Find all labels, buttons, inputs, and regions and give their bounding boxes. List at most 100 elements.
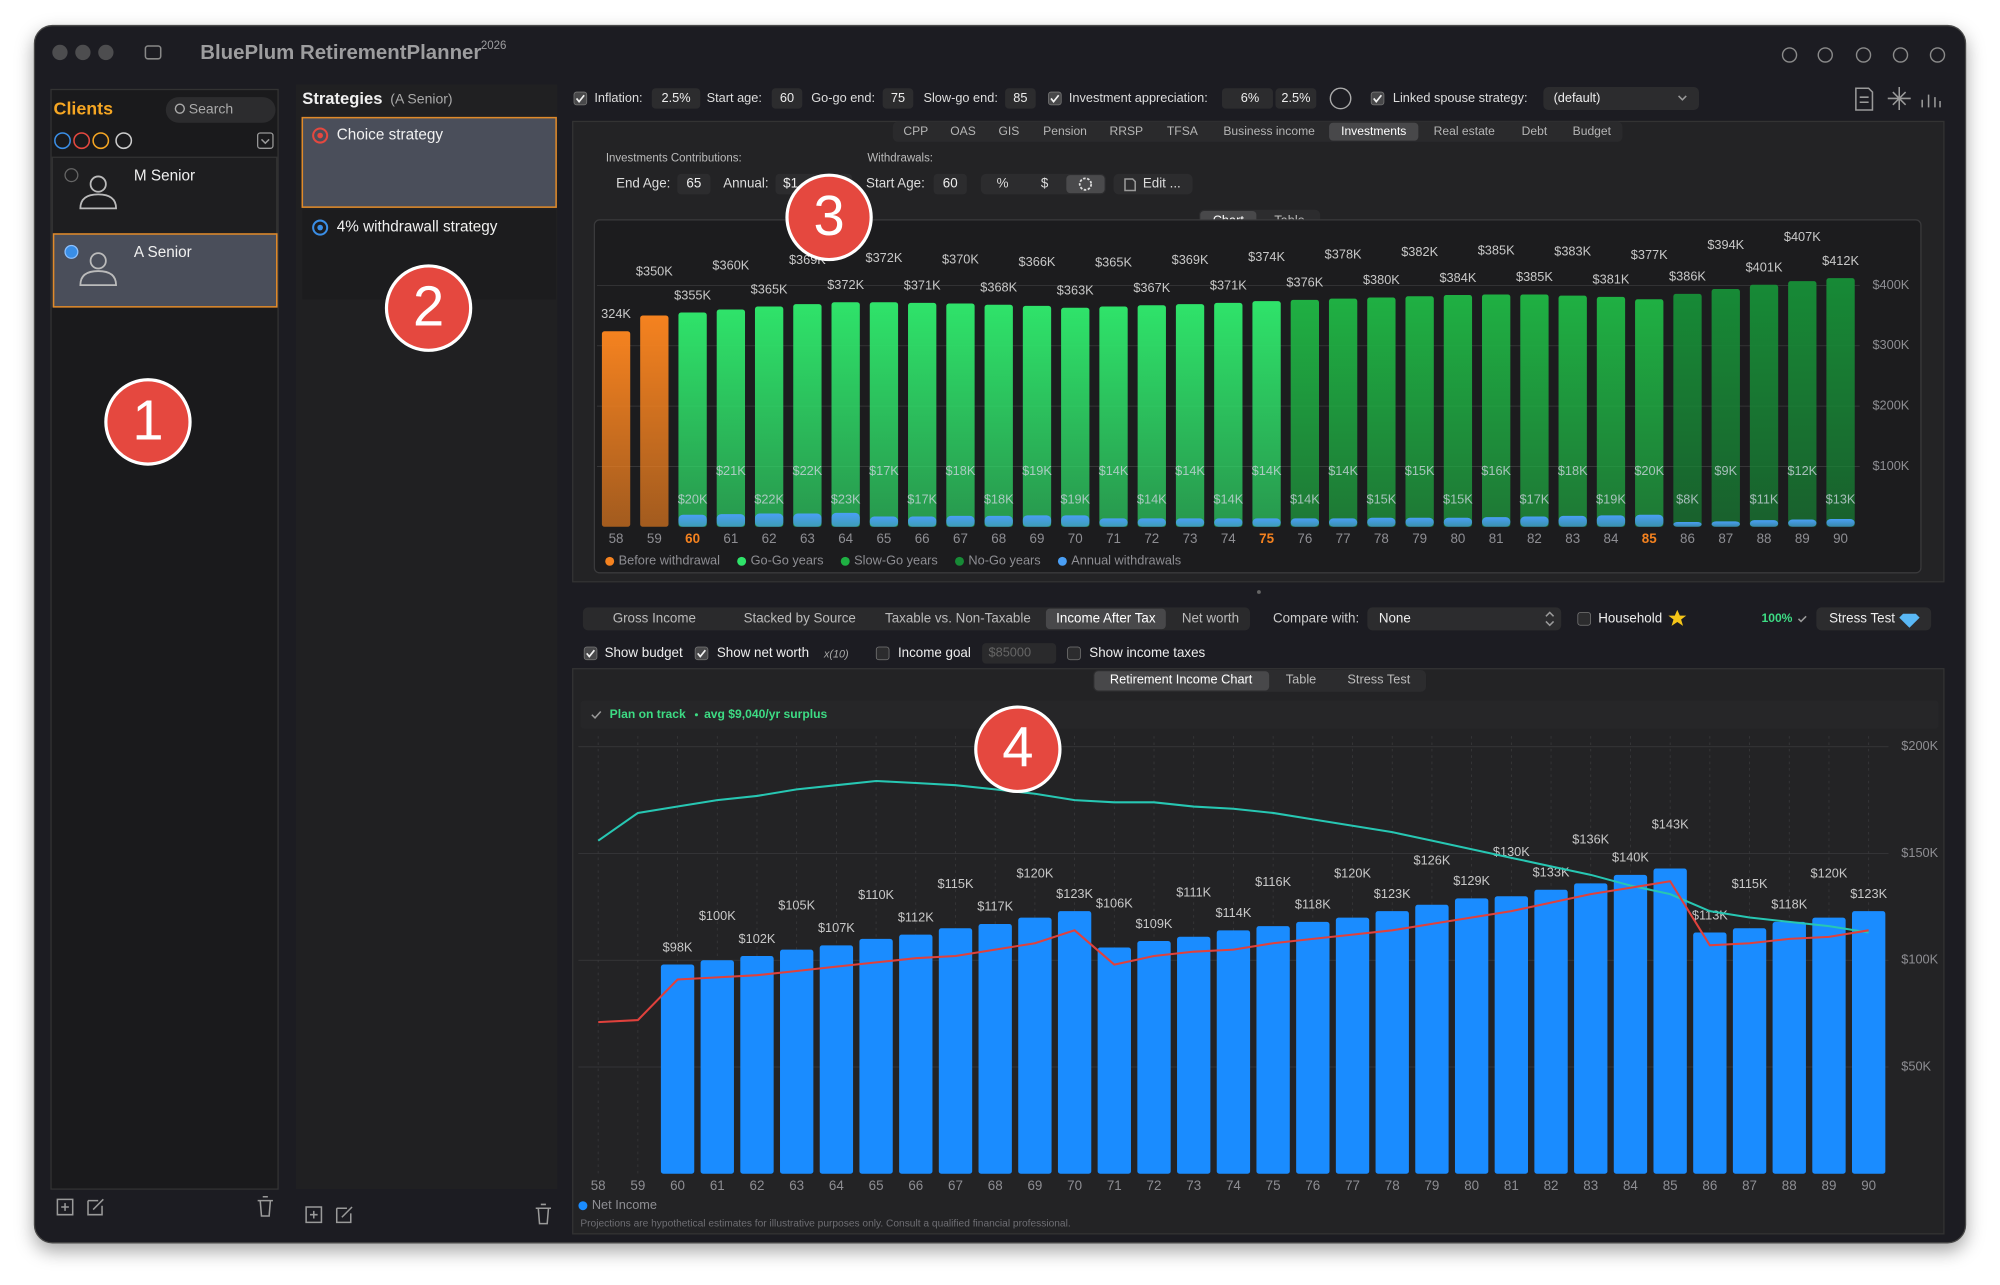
checkbox[interactable] — [1067, 646, 1081, 661]
bar — [780, 949, 814, 1174]
client-name[interactable]: A Senior — [134, 244, 192, 261]
star-icon — [1668, 609, 1687, 626]
mode-selected[interactable] — [1045, 608, 1166, 630]
legend-swatch — [737, 556, 747, 566]
color-filter[interactable] — [115, 132, 133, 150]
strategy-row-selected[interactable] — [301, 116, 557, 208]
income-tab[interactable]: Table — [1286, 672, 1316, 687]
sparkle-icon[interactable] — [1887, 86, 1911, 110]
checkbox[interactable] — [1370, 91, 1385, 106]
edit-label[interactable]: Edit ... — [1143, 176, 1181, 191]
label: End Age: — [616, 176, 670, 191]
toolbar-icon[interactable] — [1855, 47, 1872, 63]
checkbox[interactable] — [1577, 612, 1591, 626]
tab[interactable]: RRSP — [1109, 124, 1143, 138]
check-mark — [1373, 94, 1383, 103]
x-tick-label: 69 — [1027, 1178, 1042, 1193]
tab-selected[interactable] — [1329, 122, 1419, 141]
tab[interactable]: Budget — [1573, 124, 1612, 138]
x-tick-label: 59 — [647, 531, 662, 546]
mode-option[interactable]: Income After Tax — [1056, 610, 1156, 625]
x-tick-label: 83 — [1565, 531, 1580, 546]
mode-option[interactable]: Net worth — [1182, 610, 1239, 625]
value-label: $385K — [1516, 269, 1553, 284]
toolbar-icon[interactable] — [1929, 47, 1946, 63]
checkbox[interactable] — [573, 91, 588, 106]
value-label: $374K — [1248, 249, 1285, 264]
rate-icon[interactable] — [1329, 87, 1352, 110]
mode-option[interactable]: Stacked by Source — [744, 610, 856, 625]
x-tick-label: 65 — [876, 531, 891, 546]
checkbox[interactable] — [875, 646, 890, 661]
input[interactable] — [1005, 88, 1036, 109]
client-row-selected[interactable] — [52, 233, 278, 308]
tab[interactable]: TFSA — [1167, 124, 1199, 138]
toolbar-icon[interactable] — [1781, 47, 1798, 63]
checkbox[interactable] — [694, 646, 709, 661]
mode-option[interactable]: % — [997, 176, 1009, 191]
window-control[interactable] — [98, 44, 114, 61]
delete-client[interactable] — [257, 1196, 273, 1217]
sidebar-toggle[interactable] — [144, 45, 162, 60]
strategy-name[interactable]: 4% withdrawall strategy — [337, 219, 498, 236]
tab[interactable]: Investments — [1341, 124, 1406, 138]
tab[interactable]: OAS — [950, 124, 976, 138]
input[interactable] — [1221, 88, 1273, 109]
report-icon[interactable] — [1855, 87, 1874, 111]
x-tick-label: 62 — [762, 531, 777, 546]
dropdown[interactable] — [1367, 607, 1562, 631]
bar — [869, 516, 899, 527]
income-tab[interactable]: Stress Test — [1347, 672, 1410, 687]
mode-option[interactable]: $ — [1041, 176, 1049, 191]
input[interactable] — [1275, 88, 1317, 109]
mode-selected[interactable] — [1066, 175, 1105, 194]
bar — [678, 514, 707, 527]
color-filter[interactable] — [54, 132, 71, 150]
client-name[interactable]: M Senior — [134, 167, 195, 184]
button-label[interactable]: Stress Test — [1829, 610, 1895, 625]
input[interactable] — [882, 88, 914, 109]
add-strategy[interactable] — [305, 1206, 323, 1224]
income-tab[interactable]: Retirement Income Chart — [1110, 672, 1253, 687]
input[interactable] — [982, 643, 1057, 664]
input[interactable] — [651, 88, 701, 109]
dropdown[interactable] — [1543, 86, 1699, 110]
toolbar-icon[interactable] — [1892, 47, 1909, 63]
value-label: $113K — [1692, 907, 1728, 922]
bar — [1214, 302, 1243, 527]
checkbox[interactable] — [1048, 91, 1062, 106]
edit-client[interactable] — [87, 1198, 104, 1216]
window-control[interactable] — [52, 44, 68, 61]
delete-strategy[interactable] — [535, 1203, 552, 1225]
stress-test-button[interactable] — [1816, 607, 1932, 631]
input[interactable] — [771, 88, 803, 109]
checkbox[interactable] — [583, 646, 598, 661]
input[interactable] — [677, 173, 711, 195]
tab[interactable]: GIS — [998, 124, 1019, 138]
chart-icon[interactable] — [1921, 94, 1941, 108]
value-label: $371K — [1210, 278, 1247, 293]
value-label: $360K — [712, 257, 749, 272]
tab[interactable]: Debt — [1522, 124, 1548, 138]
tab[interactable]: Business income — [1223, 124, 1315, 138]
input[interactable] — [933, 173, 967, 195]
color-filter[interactable] — [92, 132, 110, 150]
strategy-name[interactable]: Choice strategy — [337, 127, 444, 144]
filter-menu[interactable] — [257, 132, 274, 149]
color-filter[interactable] — [73, 132, 91, 150]
tab[interactable]: Real estate — [1434, 124, 1496, 138]
mode-option[interactable]: Taxable vs. Non-Taxable — [885, 610, 1031, 625]
bar — [1812, 917, 1846, 1174]
search-box[interactable] — [165, 97, 276, 123]
edit-strategy[interactable] — [335, 1206, 353, 1224]
window-control[interactable] — [75, 44, 91, 61]
tab[interactable]: Pension — [1043, 124, 1087, 138]
toolbar-icon[interactable] — [1817, 47, 1833, 63]
tab[interactable]: CPP — [903, 124, 928, 138]
add-client[interactable] — [56, 1198, 74, 1216]
value-label: $98K — [663, 939, 693, 954]
income-tab-selected[interactable] — [1094, 671, 1270, 691]
bar — [716, 309, 746, 527]
check-mark — [697, 649, 707, 658]
mode-option[interactable]: Gross Income — [613, 610, 696, 625]
